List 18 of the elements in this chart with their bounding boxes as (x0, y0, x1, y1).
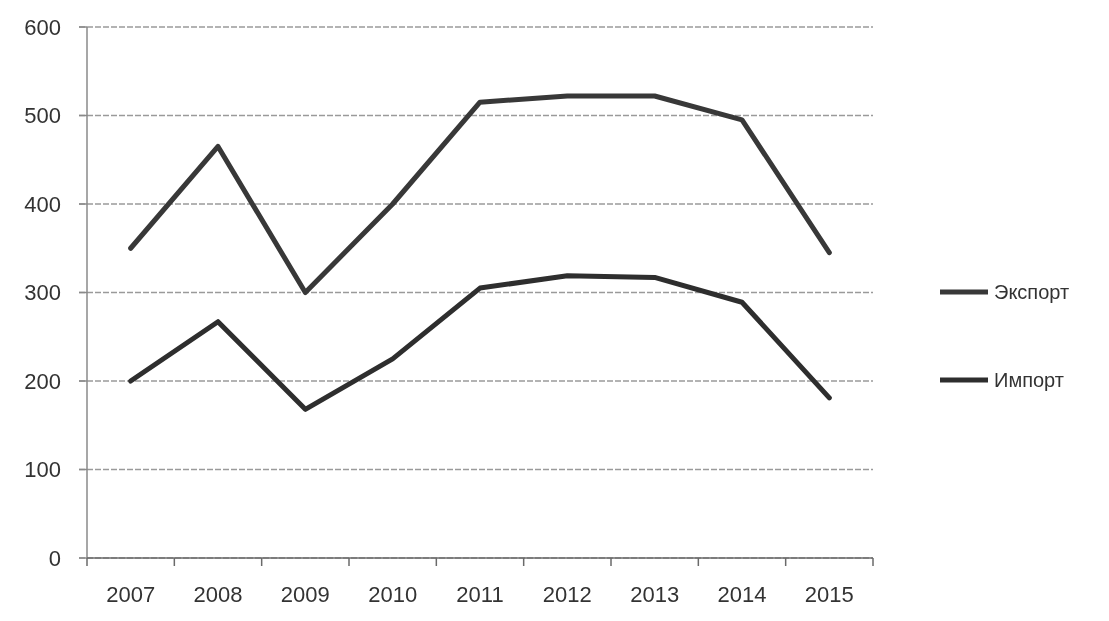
x-tick-label: 2008 (193, 582, 243, 607)
legend-label: Экспорт (994, 281, 1070, 303)
x-tick-label: 2013 (630, 582, 680, 607)
x-tick-label: 2010 (368, 582, 418, 607)
x-tick-label: 2012 (542, 582, 592, 607)
x-tick-label: 2009 (280, 582, 330, 607)
y-tick-label: 500 (24, 103, 61, 129)
x-tick-label: 2015 (804, 582, 854, 607)
legend-label: Импорт (994, 369, 1064, 391)
y-tick-label: 600 (24, 14, 61, 40)
y-tick-label: 300 (24, 280, 61, 306)
y-tick-label: 0 (48, 545, 61, 571)
x-tick-label: 2014 (717, 582, 767, 607)
y-tick-label: 200 (24, 368, 61, 394)
y-tick-label: 400 (24, 191, 61, 217)
x-tick-label: 2011 (456, 582, 504, 607)
y-tick-label: 100 (24, 457, 61, 483)
x-tick-label: 2007 (106, 582, 156, 607)
